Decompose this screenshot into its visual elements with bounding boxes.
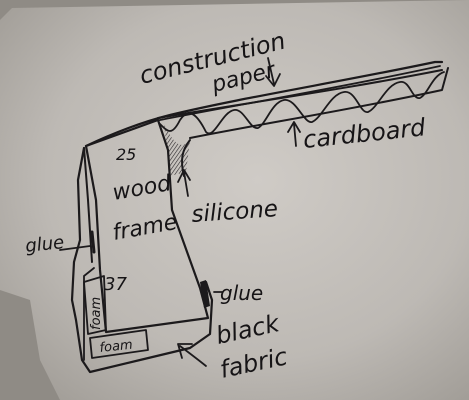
dimension-25: 25 xyxy=(116,145,136,164)
foam-vertical-label: foam xyxy=(89,297,104,330)
arrow-black-fabric xyxy=(177,343,207,367)
glue-left-label: glue xyxy=(24,232,65,257)
foam-horizontal-label: foam xyxy=(99,338,134,356)
arrow-glue-left xyxy=(59,245,91,251)
cardboard-bottom xyxy=(189,67,449,139)
black-fabric-outline xyxy=(70,146,214,374)
glue-left-mark xyxy=(90,230,96,254)
glue-right-label: glue xyxy=(220,281,263,305)
dimension-37: 37 xyxy=(104,274,127,295)
silicone-fill xyxy=(164,124,190,176)
arrow-silicone xyxy=(177,169,191,197)
silicone-label: silicone xyxy=(191,196,279,228)
glue-right-mark xyxy=(200,280,210,308)
cardboard-corrugation xyxy=(159,71,445,135)
arrow-cardboard xyxy=(287,121,301,147)
wood-frame-left-edge xyxy=(83,147,93,263)
foam-vertical-block xyxy=(83,275,107,335)
construction-paper-line xyxy=(84,60,444,148)
foam-horizontal-block xyxy=(89,329,149,359)
inner-fabric-line xyxy=(83,267,95,361)
arrow-construction-paper xyxy=(265,57,281,87)
